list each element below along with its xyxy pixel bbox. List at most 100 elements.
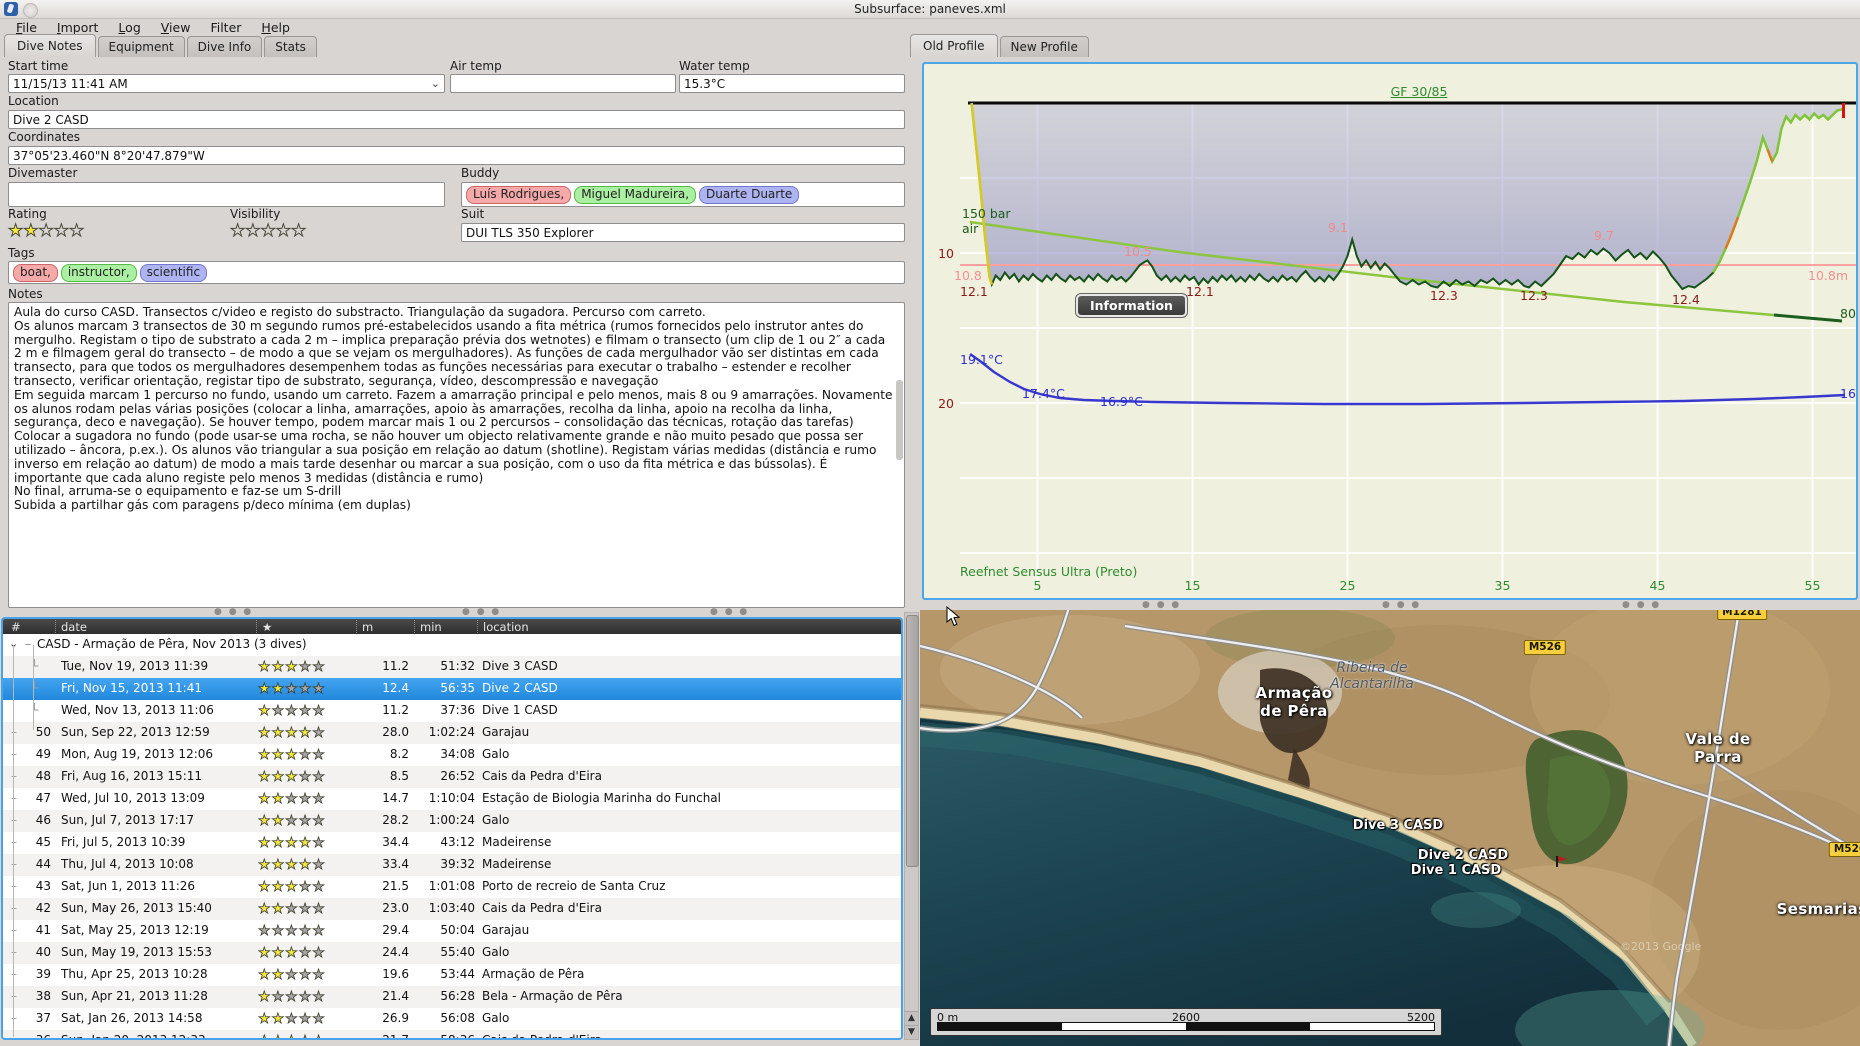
star-icon: ★ [312,945,326,962]
buddy-field[interactable]: Luís Rodrigues, Miguel Madureira, Duarte D… [461,182,905,207]
dive-row[interactable]: –45 Fri, Jul 5, 2013 10:39 ★★★★★ 34.4 43:12 M… [3,832,901,854]
visibility-stars[interactable]: ★★★★★ [229,221,307,241]
star-icon[interactable]: ★ [7,221,24,241]
star-icon[interactable]: ★ [260,221,276,241]
star-icon[interactable]: ★ [229,221,246,241]
dive-list-scrollbar[interactable]: ▲ ▼ [904,612,919,1040]
splitter-handle[interactable]: ● ● ● [462,607,502,617]
coordinates-field[interactable]: 37°05'23.460"N 8°20'47.879"W [8,146,905,165]
dive-rating: ★★★★★ [258,835,326,852]
column-header-m[interactable]: m [356,620,373,634]
column-header-location[interactable]: location [477,620,529,634]
star-icon: ★ [298,659,313,676]
star-icon[interactable]: ★ [38,221,54,241]
tag-pill[interactable]: scientific [139,263,208,282]
star-icon: ★ [298,813,313,830]
buddy-pill[interactable]: Duarte Duarte [699,185,800,204]
star-icon[interactable]: ★ [23,221,39,241]
dive-row[interactable]: –42 Sun, May 26, 2013 15:40 ★★★★★ 23.0 1:03:… [3,898,901,920]
buddy-pill[interactable]: Miguel Madureira, [574,185,697,204]
dive-row[interactable]: –49 Mon, Aug 19, 2013 12:06 ★★★★★ 8.2 34:08 G… [3,744,901,766]
menu-file[interactable]: File [16,20,37,35]
column-header-date[interactable]: date [55,620,87,634]
map-scale-bar: 0 m 2600 5200 [930,1008,1442,1036]
star-icon: ★ [298,703,313,720]
star-icon[interactable]: ★ [290,221,307,241]
dive-rating: ★★★★★ [258,813,326,830]
dive-row[interactable]: –44 Thu, Jul 4, 2013 10:08 ★★★★★ 33.4 39:32 M… [3,854,901,876]
menu-filter[interactable]: Filter [210,20,242,35]
menu-log[interactable]: Log [118,20,141,35]
dive-row[interactable]: └ Tue, Nov 19, 2013 11:39 ★★★★★ 11.2 51:32 Di… [3,656,901,678]
menu-import[interactable]: Import [56,20,99,35]
tab-equipment[interactable]: Equipment [97,36,185,57]
scroll-down-icon[interactable]: ▼ [905,1025,918,1039]
star-icon: ★ [271,813,286,830]
splitter-handle[interactable]: ● ● ● [710,607,750,617]
menu-view[interactable]: View [160,20,191,35]
dive-date: Tue, Nov 19, 2013 11:39 [61,659,209,673]
notes-textarea[interactable]: Aula do curso CASD. Transectos c/video e… [8,302,905,608]
dive-row[interactable]: –40 Sun, May 19, 2013 15:53 ★★★★★ 24.4 55:40… [3,942,901,964]
dive-row[interactable]: –47 Wed, Jul 10, 2013 13:09 ★★★★★ 14.7 1:10:… [3,788,901,810]
tab-dive-info[interactable]: Dive Info [186,36,263,57]
water-temp-field[interactable]: 15.3°C [679,74,905,93]
dive-trip-group-row[interactable]: ⌄ – CASD - Armação de Pêra, Nov 2013 (3 di… [3,634,901,656]
splitter-handle[interactable]: ● ● ● [1382,600,1422,610]
collapse-caret-icon[interactable]: ⌄ [9,637,19,650]
dive-row[interactable]: –41 Sat, May 25, 2013 12:19 ★★★★★ 29.4 50:04… [3,920,901,942]
dive-row[interactable]: –38 Sun, Apr 21, 2013 11:28 ★★★★★ 21.4 56:28… [3,986,901,1008]
dive-row[interactable]: –39 Thu, Apr 25, 2013 10:28 ★★★★★ 19.6 53:44… [3,964,901,986]
star-icon[interactable]: ★ [68,221,85,241]
dive-profile-chart[interactable]: GF 30/85 150 bar air 80 10.8m 10.8 10 20 12.1 10.… [924,64,1856,598]
tags-field[interactable]: boat, instructor, scientific [8,261,905,284]
star-icon[interactable]: ★ [245,221,261,241]
star-icon[interactable]: ★ [53,221,69,241]
start-time-combobox[interactable]: 11/15/13 11:41 AM ⌄ [8,74,445,93]
splitter-handle[interactable]: ● ● ● [214,607,254,617]
air-temp-field[interactable] [450,74,676,93]
splitter-handle[interactable]: ● ● ● [1622,600,1662,610]
scroll-up-icon[interactable]: ▲ [905,1011,918,1025]
column-header-min[interactable]: min [414,620,442,634]
menu-help[interactable]: Help [261,20,290,35]
dive-site-label: Dive 3 CASD [1352,818,1444,833]
notes-label: Notes [8,287,43,301]
column-header-num[interactable]: # [11,620,21,634]
tab-stats[interactable]: Stats [264,36,317,57]
dive-location: Madeirense [482,857,552,871]
dive-row[interactable]: –48 Fri, Aug 16, 2013 15:11 ★★★★★ 8.5 26:52 C… [3,766,901,788]
dive-row[interactable]: └ Wed, Nov 13, 2013 11:06 ★★★★★ 11.2 37:36 Di… [3,700,901,722]
information-button[interactable]: Information [1075,293,1188,318]
dive-row[interactable]: –50 Sun, Sep 22, 2013 12:59 ★★★★★ 28.0 1:02:… [3,722,901,744]
notes-scrollbar[interactable] [896,380,903,460]
tab-old-profile[interactable]: Old Profile [910,34,998,57]
location-field[interactable]: Dive 2 CASD [8,110,905,129]
dive-list[interactable]: # date ★ m min location ⌄ – CASD - Armação de P… [1,617,903,1040]
window-button-icon[interactable] [23,3,38,18]
right-tab-bar: Old Profile New Profile [910,34,1091,57]
divemaster-field[interactable] [8,182,445,207]
scrollbar-thumb[interactable] [906,615,919,867]
tag-pill[interactable]: instructor, [60,263,137,282]
title-bar[interactable]: Subsurface: paneves.xml [0,0,1860,19]
tab-dive-notes[interactable]: Dive Notes [4,34,96,57]
splitter-handle[interactable]: ● ● ● [1142,600,1182,610]
dive-list-header[interactable]: # date ★ m min location [3,619,901,634]
star-icon: ★ [298,681,313,698]
column-header-stars[interactable]: ★ [256,620,272,634]
tag-pill[interactable]: boat, [13,263,58,282]
rating-stars[interactable]: ★★★★★ [7,221,85,241]
dive-profile-panel[interactable]: GF 30/85 150 bar air 80 10.8m 10.8 10 20 12.1 10.… [922,62,1858,600]
tab-new-profile[interactable]: New Profile [999,36,1089,57]
dive-row[interactable]: –43 Sat, Jun 1, 2013 11:26 ★★★★★ 21.5 1:01:0… [3,876,901,898]
dive-row[interactable]: –37 Sat, Jan 26, 2013 14:58 ★★★★★ 26.9 56:08… [3,1008,901,1030]
suit-field[interactable]: DUI TLS 350 Explorer [461,223,905,242]
dive-row[interactable]: –46 Sun, Jul 7, 2013 17:17 ★★★★★ 28.2 1:00:2… [3,810,901,832]
location-label: Location [8,94,59,108]
star-icon[interactable]: ★ [275,221,291,241]
dive-map[interactable]: Armação de Pêra Ribeira de Alcantarilha Va… [920,610,1860,1046]
buddy-pill[interactable]: Luís Rodrigues, [466,185,572,204]
dive-row[interactable]: └ Fri, Nov 15, 2013 11:41 ★★★★★ 12.4 56:35 Di… [3,678,901,700]
